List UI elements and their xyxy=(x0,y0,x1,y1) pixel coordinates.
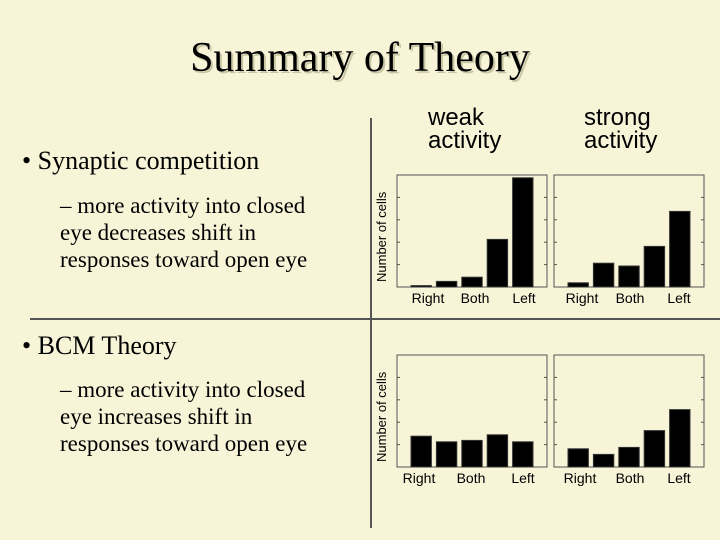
description-line: eye increases shift in xyxy=(60,404,253,429)
heading-line: activity xyxy=(584,127,658,154)
description-line: responses toward open eye xyxy=(60,431,308,456)
description-line: eye decreases shift in xyxy=(60,220,257,245)
description-line: – more activity into closed xyxy=(60,377,306,402)
histogram-bar xyxy=(410,435,432,468)
histogram-bar xyxy=(410,285,432,288)
bullet-synaptic-competition: • Synaptic competition xyxy=(22,146,260,175)
heading-line: strong xyxy=(584,104,651,131)
description-line: responses toward open eye xyxy=(60,247,308,272)
histogram-bar xyxy=(486,434,509,468)
x-tick-label: Both xyxy=(461,290,490,306)
x-tick-label: Both xyxy=(616,290,645,306)
synaptic-description: – more activity into closed eye decrease… xyxy=(60,192,307,273)
x-tick-label: Right xyxy=(403,470,436,486)
heading-line: weak xyxy=(428,104,485,131)
x-tick-label: Right xyxy=(566,290,599,306)
histogram-bar xyxy=(567,282,589,288)
histogram-bar xyxy=(512,441,534,468)
histogram-bar xyxy=(461,276,483,288)
description-line: – more activity into closed xyxy=(60,193,306,218)
x-tick-label: Both xyxy=(616,470,645,486)
heading-line: activity xyxy=(428,127,502,154)
histogram-bar xyxy=(435,280,458,288)
histogram-bar xyxy=(592,262,615,288)
histogram-bar xyxy=(461,439,483,468)
histogram-bar xyxy=(618,446,640,468)
x-tick-label: Right xyxy=(564,470,597,486)
histogram-bar xyxy=(669,409,691,468)
vertical-divider xyxy=(370,118,372,528)
x-tick-label: Left xyxy=(512,290,535,306)
bullet-bcm-theory: • BCM Theory xyxy=(22,331,177,360)
page-title: Summary of Theory xyxy=(190,35,530,81)
x-tick-label: Right xyxy=(412,290,445,306)
histogram-bar xyxy=(592,453,615,468)
histogram-bar xyxy=(669,210,691,288)
weak-activity-heading: weak activity xyxy=(428,104,502,154)
histogram-bar xyxy=(643,245,666,288)
bcm-description: – more activity into closed eye increase… xyxy=(60,376,307,457)
x-tick-label: Both xyxy=(457,470,486,486)
horizontal-divider xyxy=(30,318,720,320)
histogram-bar xyxy=(512,177,534,288)
histogram-bar xyxy=(643,430,666,468)
histogram-bar xyxy=(435,441,458,468)
histogram-bar xyxy=(618,265,640,288)
strong-activity-heading: strong activity xyxy=(584,104,658,154)
histogram-bar xyxy=(486,238,509,288)
histogram-bar xyxy=(567,448,589,468)
x-tick-label: Left xyxy=(667,470,690,486)
x-tick-label: Left xyxy=(511,470,534,486)
x-tick-label: Left xyxy=(667,290,690,306)
